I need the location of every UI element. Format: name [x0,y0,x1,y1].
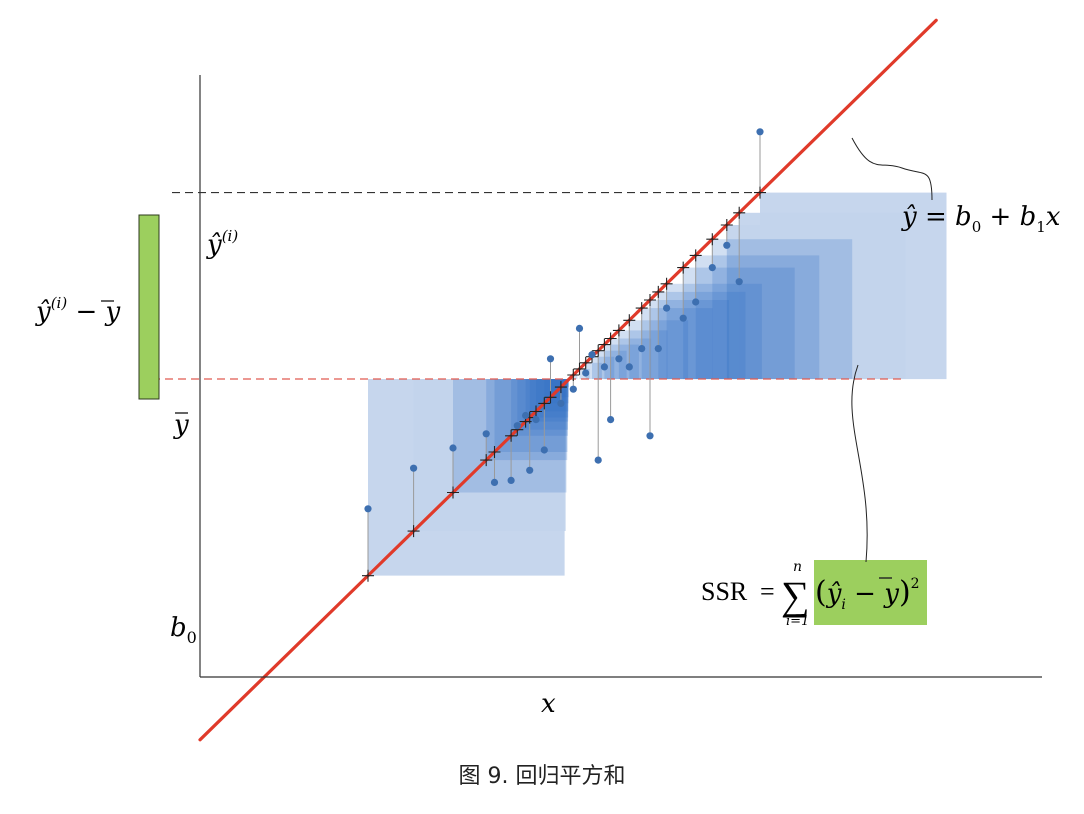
regression-line-group [198,18,938,742]
fitted-marker [538,397,551,410]
ssr-square [658,291,746,380]
fitted-marker [635,302,648,315]
data-point [679,314,687,322]
yhat-i-label: ŷ(i) [206,227,238,260]
ssr-square [641,308,713,379]
ssr-square [666,283,762,380]
data-point [540,446,548,454]
data-point [532,416,540,424]
data-point [646,432,654,440]
fitted-marker [592,344,605,357]
data-point [735,278,743,286]
ssr-squares [368,192,947,576]
data-point [692,298,700,306]
fitted-marker [706,233,719,246]
ssr-square [573,375,578,380]
data-point [625,363,633,371]
data-point [546,355,555,363]
fitted-marker [604,332,617,345]
regression-line [198,18,938,742]
fitted-marker [567,369,580,381]
fitted-marker [530,405,542,418]
data-point [507,476,515,484]
x-axis-label: x [541,689,556,719]
data-point [482,430,490,438]
ssr-pointer [851,364,868,563]
ssr-sigma: ∑ [781,573,810,618]
fitted-marker [505,429,518,442]
fitted-marker [677,261,690,274]
ssr-upper-limit: n [793,559,802,575]
data-points [364,128,764,513]
data-point [708,264,716,272]
green-bar [138,214,160,400]
data-point [756,128,764,136]
fitted-marker [598,338,611,351]
data-point [638,345,646,353]
ybar-label: y [173,410,189,440]
ssr-eq: = [760,577,775,606]
data-point [569,385,577,393]
data-point [410,464,418,472]
fitted-marker [733,206,746,219]
data-point [615,355,623,363]
fitted-marker [660,277,673,290]
fitted-marker [754,186,766,199]
fitted-marker [488,446,501,458]
ssr-lower-limit: i=1 [786,614,809,629]
b0-label: b0 [170,613,197,647]
ssr-square [695,255,820,379]
regression-equation: ŷ = b0 + b1x [901,202,1061,236]
ssr-square [650,300,730,380]
data-point [663,304,671,312]
fitted-marker [612,324,625,337]
fitted-markers [362,186,766,582]
data-point [522,411,530,420]
ssr-summand: (ŷi − y)2 [815,575,920,613]
data-point [364,505,372,513]
data-point [490,478,499,486]
fitted-marker [652,285,665,298]
data-point [594,456,602,464]
equation-pointer [851,137,933,201]
fitted-marker [720,219,733,231]
residual-stems [367,131,761,576]
data-point [575,324,584,332]
fitted-marker [447,486,459,499]
figure-caption: 图 9. 回归平方和 [459,764,626,789]
fitted-marker [480,454,493,467]
fitted-marker [407,525,420,538]
fitted-marker [362,569,374,582]
data-point [557,399,565,407]
data-point [588,351,596,359]
fitted-marker [554,381,567,394]
ssr-square [683,267,795,380]
data-point [582,369,590,377]
ssr-square [618,330,668,379]
data-point [723,241,731,249]
fitted-marker [689,249,702,262]
fitted-marker [623,314,636,327]
ssr-square [712,239,853,380]
data-point [607,416,615,424]
fitted-marker [644,294,656,306]
data-point [449,444,457,452]
ssr-square [726,225,881,379]
guide-lines [139,192,905,380]
data-point [513,422,521,430]
data-point [526,466,534,474]
data-point [654,345,662,353]
ssr-green-box [814,560,927,625]
ssr-lhs: SSR [701,577,748,606]
green-bar-label: ŷ(i) − y [35,294,121,327]
fitted-marker [573,362,586,375]
fitted-marker [544,391,557,404]
data-point [600,363,609,371]
fitted-marker [579,356,592,369]
